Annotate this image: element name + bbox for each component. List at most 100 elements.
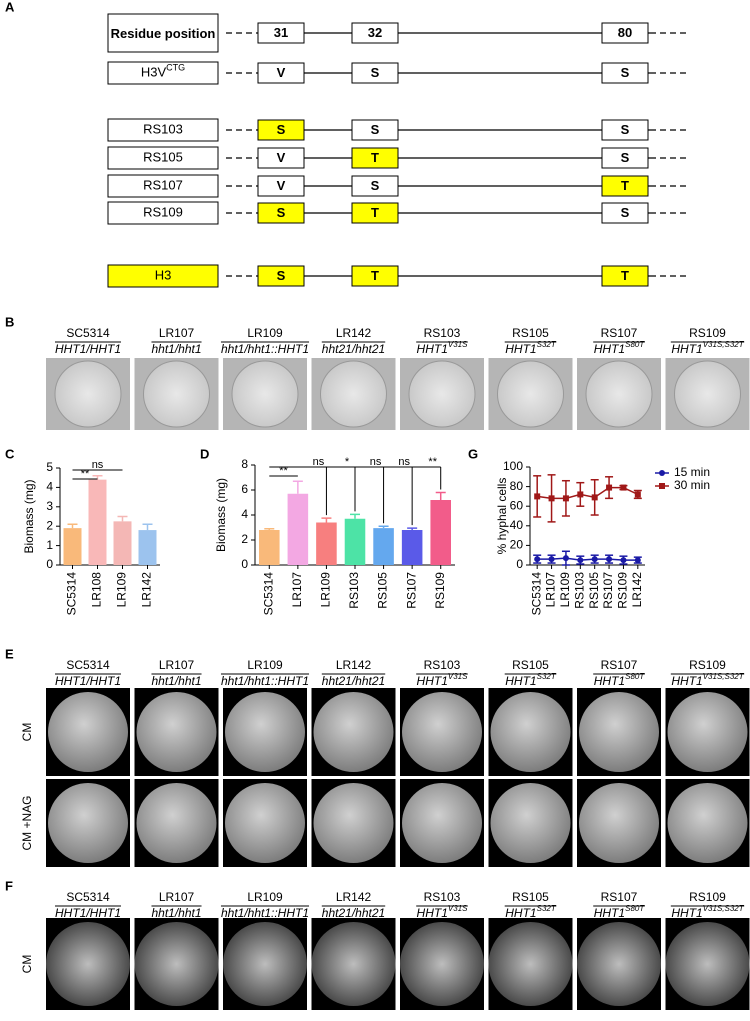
y-tick-label: 4 (46, 480, 53, 494)
row-label: RS109 (143, 205, 183, 220)
residue-box (601, 265, 649, 287)
residue: T (621, 178, 629, 193)
residue: S (277, 122, 286, 137)
bar (316, 522, 337, 565)
header-box (107, 13, 219, 53)
significance-label: ** (81, 468, 90, 480)
colony (667, 783, 748, 863)
x-tick-label: LR142 (140, 572, 154, 608)
colony (402, 783, 482, 863)
genotype: HHT1S80T (594, 340, 646, 356)
bar (344, 518, 366, 565)
genotype-sup: S80T (625, 340, 645, 349)
residue-box (257, 265, 305, 287)
residue-box (257, 175, 305, 197)
genotype-sup: V31S,S32T (703, 340, 745, 349)
position-label: 31 (274, 25, 288, 40)
colony (46, 922, 130, 1006)
genotype-text: hht1/hht1 (151, 906, 201, 920)
bar (88, 479, 107, 565)
row-label: RS103 (143, 122, 183, 137)
colony (579, 783, 659, 863)
genotype: HHT1S80T (594, 672, 646, 688)
genotype: hht1/hht1 (151, 342, 201, 356)
strain-name: LR107 (159, 658, 195, 672)
genotype-sup: S80T (625, 904, 645, 913)
bar (373, 528, 394, 565)
marker (620, 557, 627, 564)
genotype-text: hht1/hht1 (151, 342, 201, 356)
strain-name: LR109 (247, 890, 283, 904)
strain-name: SC5314 (66, 890, 110, 904)
residue: S (371, 65, 380, 80)
genotype-sup: S80T (625, 672, 645, 681)
row-label-box (107, 174, 219, 198)
marker (606, 556, 613, 563)
y-tick-label: 6 (241, 482, 248, 496)
genotype: hht1/hht1 (151, 906, 201, 920)
genotype: HHT1/HHT1 (55, 342, 121, 356)
genotype: hht1/hht1::HHT1 (221, 342, 309, 356)
strain-name: RS107 (601, 326, 638, 340)
legend-label: 15 min (674, 465, 710, 479)
genotype-text: HHT1 (594, 342, 625, 356)
marker (606, 484, 613, 491)
row-label: RS105 (143, 150, 183, 165)
colony (665, 922, 750, 1006)
colony (225, 783, 305, 863)
row-label-box (107, 264, 219, 288)
residue-box (601, 202, 649, 224)
genotype: HHT1V31S,S32T (671, 340, 744, 356)
colony (408, 360, 476, 428)
genotype-text: hht1/hht1::HHT1 (221, 906, 309, 920)
strain-name: LR107 (159, 326, 195, 340)
strain-name: LR142 (336, 890, 372, 904)
strain-name: LR142 (336, 326, 372, 340)
row-label-text: RS105 (143, 150, 183, 165)
colony (320, 360, 387, 428)
row-label: H3VCTG (141, 63, 185, 80)
genotype: HHT1V31S (417, 904, 469, 920)
bar (287, 493, 309, 565)
strain-name: SC5314 (66, 326, 110, 340)
colony (48, 692, 128, 772)
strain-name: RS105 (512, 658, 549, 672)
x-tick-label: LR109 (319, 572, 333, 608)
strain-name: RS105 (512, 890, 549, 904)
residue: T (371, 268, 379, 283)
genotype: HHT1/HHT1 (55, 906, 121, 920)
strain-name: RS107 (601, 890, 638, 904)
genotype-sup: S32T (537, 904, 557, 913)
genotype-text: HHT1 (594, 674, 625, 688)
marker (634, 491, 641, 498)
position-box (257, 22, 305, 44)
x-tick-label: RS103 (347, 572, 361, 609)
colony (134, 922, 219, 1006)
row-label-box (107, 146, 219, 170)
residue: V (277, 178, 286, 193)
genotype-text: HHT1 (505, 674, 536, 688)
residue-box (351, 202, 399, 224)
strain-name: LR107 (159, 890, 195, 904)
residue-box (257, 119, 305, 141)
colony (225, 692, 305, 772)
colony (585, 360, 653, 428)
y-tick-label: 40 (510, 518, 524, 532)
header-label: Residue position (110, 25, 216, 41)
y-tick-label: 0 (516, 557, 523, 571)
bar (138, 530, 157, 565)
colony (402, 692, 482, 772)
genotype: hht21/hht21 (322, 906, 385, 920)
row-label: CM (20, 723, 34, 742)
y-tick-label: 1 (46, 538, 53, 552)
residue-box (351, 147, 399, 169)
x-tick-label: SC5314 (529, 572, 543, 616)
residue: T (371, 150, 379, 165)
strain-name: RS103 (424, 326, 461, 340)
residue: V (277, 150, 286, 165)
x-tick-label: LR107 (544, 572, 558, 608)
strain-name: LR142 (336, 658, 372, 672)
residue-box (351, 119, 399, 141)
y-tick-label: 0 (46, 557, 53, 571)
y-tick-label: 80 (510, 479, 524, 493)
